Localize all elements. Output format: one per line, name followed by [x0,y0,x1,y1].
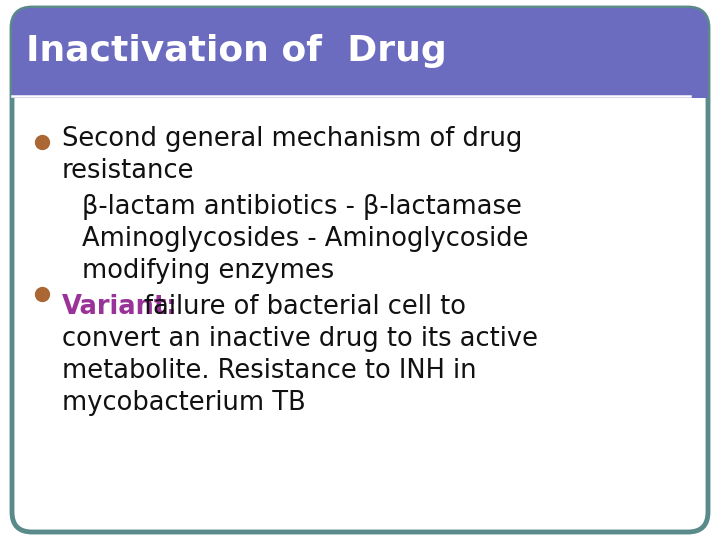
Text: Variant:: Variant: [62,294,178,320]
Text: mycobacterium TB: mycobacterium TB [62,390,306,416]
Text: Aminoglycosides - Aminoglycoside: Aminoglycosides - Aminoglycoside [82,226,528,252]
Text: modifying enzymes: modifying enzymes [82,258,334,284]
Text: metabolite. Resistance to INH in: metabolite. Resistance to INH in [62,358,477,384]
Text: Second general mechanism of drug: Second general mechanism of drug [62,126,523,152]
Text: convert an inactive drug to its active: convert an inactive drug to its active [62,326,538,352]
FancyBboxPatch shape [12,8,708,532]
Text: failure of bacterial cell to: failure of bacterial cell to [144,294,466,320]
FancyBboxPatch shape [12,8,708,98]
Text: β-lactam antibiotics - β-lactamase: β-lactam antibiotics - β-lactamase [82,194,522,220]
Text: Inactivation of  Drug: Inactivation of Drug [26,34,446,68]
Bar [12,78,708,98]
Text: resistance: resistance [62,158,194,184]
